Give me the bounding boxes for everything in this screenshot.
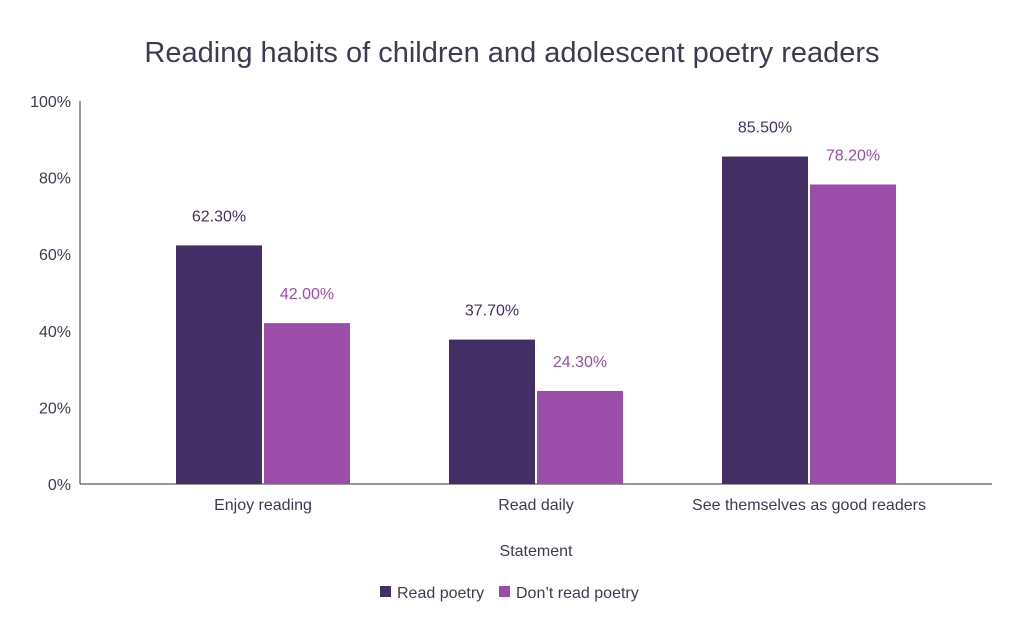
x-tick-label: See themselves as good readers <box>692 497 926 514</box>
data-label: 62.30% <box>192 208 246 225</box>
data-label: 37.70% <box>465 303 519 320</box>
chart-title: Reading habits of children and adolescen… <box>144 37 879 69</box>
y-tick-label: 20% <box>39 400 71 417</box>
bar <box>449 339 535 484</box>
bar <box>176 245 262 484</box>
y-tick-label: 60% <box>39 247 71 264</box>
bar <box>264 323 350 484</box>
legend-label: Read poetry <box>397 585 484 602</box>
y-tick-label: 0% <box>48 477 71 494</box>
legend: Read poetry Don’t read poetry <box>380 585 639 602</box>
x-tick-label: Read daily <box>498 497 574 514</box>
legend-swatch <box>380 586 391 597</box>
x-tick-label: Enjoy reading <box>214 497 312 514</box>
data-label: 78.20% <box>826 147 880 164</box>
bar <box>537 390 623 484</box>
y-tick-label: 80% <box>39 171 71 188</box>
data-label: 42.00% <box>280 286 334 303</box>
x-axis-label: Statement <box>500 543 573 560</box>
legend-swatch <box>499 586 510 597</box>
data-label: 24.30% <box>553 354 607 371</box>
data-label: 85.50% <box>738 120 792 137</box>
y-tick-label: 40% <box>39 324 71 341</box>
legend-label: Don’t read poetry <box>516 585 639 602</box>
bar <box>810 184 896 484</box>
y-tick-label: 100% <box>30 94 71 111</box>
bar <box>722 156 808 484</box>
